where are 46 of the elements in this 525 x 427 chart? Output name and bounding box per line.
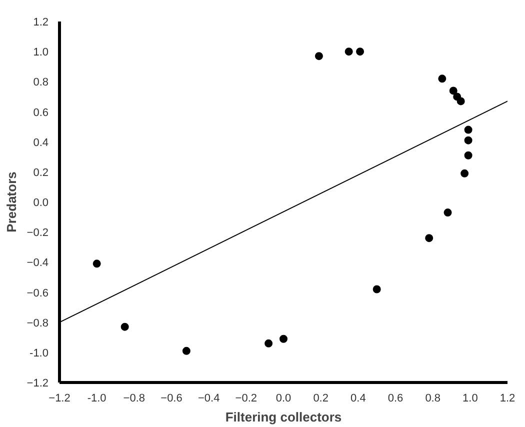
x-tick-label: 1.2 xyxy=(500,392,516,404)
x-tick-label: −0.8 xyxy=(123,392,146,404)
point xyxy=(460,169,469,178)
y-tick-label: −0.4 xyxy=(26,257,49,270)
point xyxy=(120,322,129,331)
x-axis-title: Filtering collectors xyxy=(225,410,342,424)
y-tick-label: 1.0 xyxy=(33,46,49,59)
y-tick-label: 1.2 xyxy=(33,16,49,28)
x-tick-label: 0.4 xyxy=(350,392,366,404)
point xyxy=(344,48,353,56)
x-tick-label: 0.2 xyxy=(313,392,328,404)
x-tick-label: −0.2 xyxy=(235,392,258,404)
point xyxy=(372,285,381,294)
y-tick-label: 0.0 xyxy=(33,197,49,209)
point xyxy=(464,151,472,160)
x-tick-label: −1.2 xyxy=(48,392,70,404)
x-tick-label: −0.4 xyxy=(198,392,220,404)
x-tick-label: 0.0 xyxy=(276,392,292,404)
point xyxy=(449,86,458,95)
y-tick-label: 0.2 xyxy=(33,166,49,179)
point xyxy=(464,136,472,144)
point xyxy=(464,126,472,134)
point xyxy=(182,346,190,355)
y-tick-label: 0.4 xyxy=(33,136,49,149)
x-tick-label: 0.6 xyxy=(388,392,404,404)
y-tick-label: 0.6 xyxy=(33,106,49,119)
y-tick-label: −0.2 xyxy=(26,227,49,240)
point xyxy=(280,334,288,343)
x-tick-label: −0.6 xyxy=(160,392,182,404)
point xyxy=(356,48,364,56)
y-tick-label: 0.8 xyxy=(33,76,49,89)
y-tick-label: -1.0 xyxy=(30,347,49,360)
y-axis-title: Predators xyxy=(4,172,19,232)
point xyxy=(92,260,101,268)
y-tick-label: −0.6 xyxy=(26,287,49,300)
y-tick-label: −1.2 xyxy=(26,378,49,390)
point xyxy=(438,74,446,83)
point xyxy=(314,52,323,60)
y-tick-label: −0.8 xyxy=(26,317,49,330)
x-tick-label: -1.0 xyxy=(87,392,106,404)
x-tick-label: 1.0 xyxy=(462,392,478,404)
point xyxy=(264,339,273,348)
point xyxy=(456,97,465,106)
x-tick-label: 0.8 xyxy=(425,392,440,404)
point xyxy=(425,234,434,242)
point xyxy=(444,208,452,217)
